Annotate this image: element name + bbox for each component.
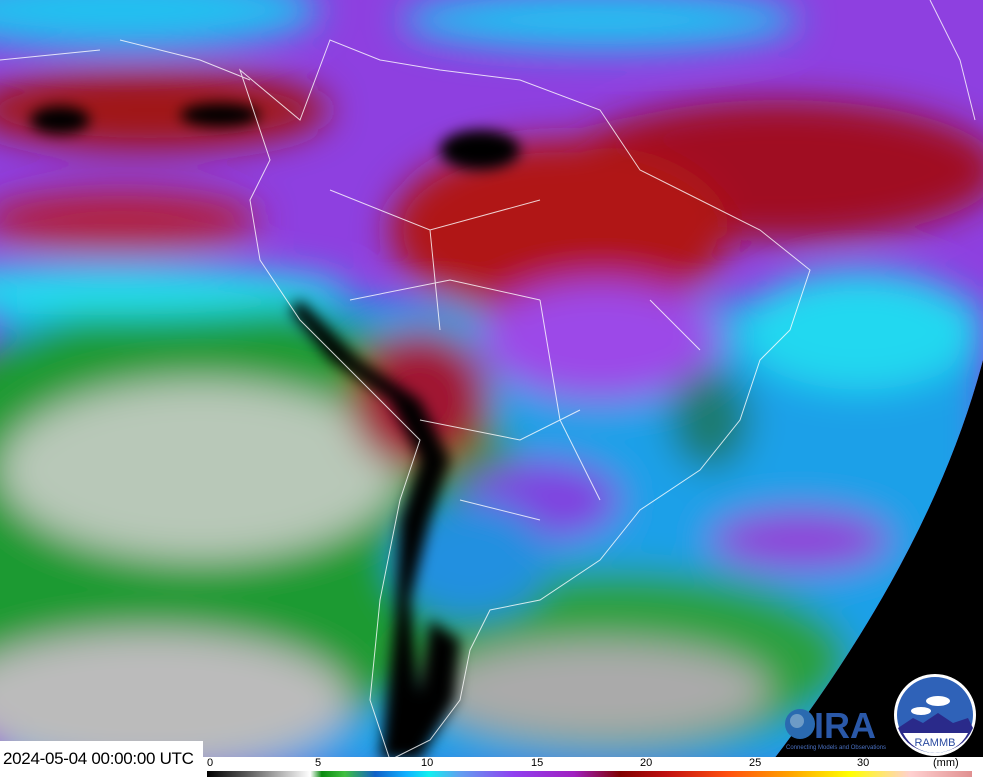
svg-text:IRA: IRA [814, 705, 876, 746]
svg-text:Connecting Models and Observat: Connecting Models and Observations [786, 745, 886, 751]
rammb-logo: RAMMB [894, 674, 976, 756]
andes-high-terrain [30, 103, 520, 760]
colorbar-tick: 15 [531, 757, 544, 769]
cira-logo: IRA Connecting Models and Observations [785, 705, 886, 751]
country-borders [0, 0, 976, 761]
timestamp-label: 2024-05-04 00:00:00 UTC [0, 741, 203, 777]
colorbar [207, 771, 972, 777]
colorbar-tick: 25 [749, 757, 762, 769]
colorbar-tick: 10 [421, 757, 434, 769]
colorbar-tick: 0 [207, 757, 214, 769]
svg-text:RAMMB: RAMMB [915, 737, 956, 749]
colorbar-unit: (mm) [933, 757, 959, 769]
colorbar-tick: 30 [857, 757, 870, 769]
colorbar-tick: 20 [640, 757, 653, 769]
colorbar-tick: 5 [315, 757, 322, 769]
